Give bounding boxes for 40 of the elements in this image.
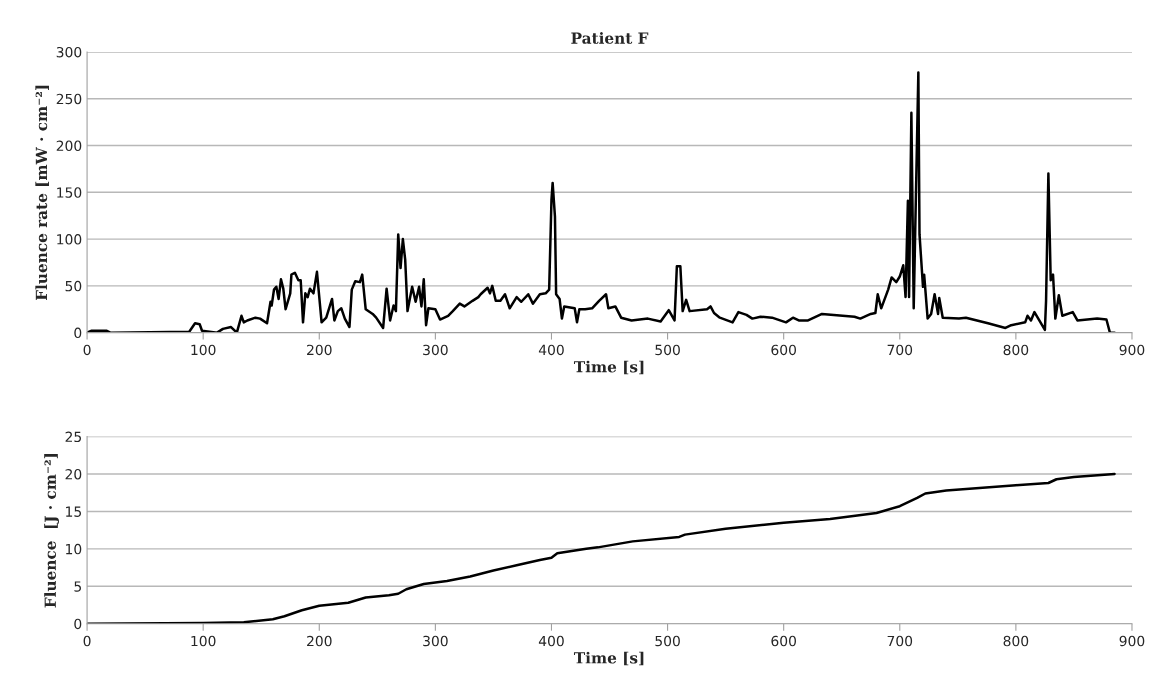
y-axis-title: Fluence [J · cm⁻²] [44,454,59,608]
line-series [87,71,1116,333]
y-tick-label: 100 [57,234,82,245]
chart-title: Patient F [571,32,649,44]
y-tick-label: 50 [65,280,82,292]
y-tick-label: 300 [56,46,82,58]
x-tick-label: 900 [1119,635,1145,647]
y-tick-label: 5 [74,581,81,592]
x-tick-label: 400 [538,635,564,647]
x-tick-label: 300 [423,635,448,647]
y-tick-label: 10 [66,543,82,555]
y-tick-label: 0 [74,327,82,339]
y-tick-label: 250 [56,93,82,105]
x-tick-label: 200 [307,344,332,356]
x-tick-label: 800 [1003,344,1029,356]
x-tick-label: 500 [655,344,680,356]
x-tick-label: 700 [887,344,913,356]
y-tick-label: 0 [74,618,82,630]
y-tick-label: 150 [57,187,82,198]
x-axis-title: Time [s] [573,651,644,666]
x-tick-label: 100 [191,635,216,647]
y-tick-label: 15 [66,506,81,517]
x-tick-label: 700 [887,635,913,647]
x-tick-label: 100 [191,344,216,356]
x-tick-label: 500 [655,635,680,647]
x-tick-label: 800 [1003,635,1029,647]
x-axis-title: Time [s] [573,360,644,375]
x-tick-label: 200 [307,635,332,647]
x-tick-label: 0 [83,635,91,647]
line-series [87,472,1116,624]
y-tick-label: 20 [65,468,82,480]
x-tick-label: 900 [1119,344,1145,356]
x-tick-label: 600 [771,635,797,647]
x-tick-label: 300 [423,344,448,356]
y-axis-title: Fluence rate [mW · cm⁻²] [35,85,49,301]
x-tick-label: 600 [771,344,797,356]
x-tick-label: 400 [538,344,564,356]
y-tick-label: 25 [65,431,81,443]
x-tick-label: 0 [83,344,91,356]
y-tick-label: 200 [56,140,82,151]
